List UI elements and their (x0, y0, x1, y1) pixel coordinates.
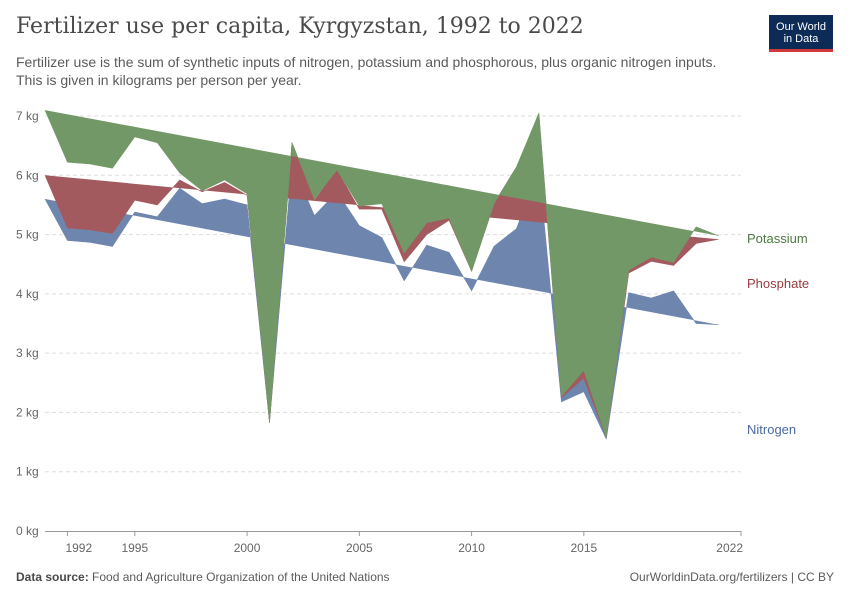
y-tick-label: 4 kg (16, 287, 39, 301)
x-tick-label: 2010 (458, 541, 485, 555)
chart-title: Fertilizer use per capita, Kyrgyzstan, 1… (16, 14, 584, 39)
y-tick-label: 5 kg (16, 228, 39, 242)
chart-subtitle: Fertilizer use is the sum of synthetic i… (16, 54, 717, 88)
y-tick-label: 7 kg (16, 109, 39, 123)
series-area-potassium (44, 109, 719, 438)
x-tick-label: 2000 (234, 541, 261, 555)
y-tick-label: 0 kg (16, 524, 39, 538)
logo-line-2: in Data (783, 33, 819, 45)
data-source-label: Data source: (16, 570, 89, 584)
series-label-phosphate: Phosphate (747, 276, 809, 291)
y-tick-label: 1 kg (16, 465, 39, 479)
owid-logo[interactable]: Our World in Data (769, 15, 833, 52)
y-tick-label: 2 kg (16, 405, 39, 419)
data-source-text: Food and Agriculture Organization of the… (92, 570, 390, 584)
logo-line-1: Our World (776, 21, 826, 33)
y-tick-label: 6 kg (16, 168, 39, 182)
x-tick-label: 2015 (570, 541, 597, 555)
x-tick-label: 1995 (121, 541, 148, 555)
x-tick-label: 1992 (65, 541, 92, 555)
data-source: Data source: Food and Agriculture Organi… (16, 570, 390, 584)
series-label-potassium: Potassium (747, 231, 808, 246)
series-label-nitrogen: Nitrogen (747, 422, 796, 437)
source-url-link[interactable]: OurWorldinData.org/fertilizers | CC BY (629, 570, 834, 584)
x-tick-label: 2005 (346, 541, 373, 555)
x-tick-label: 2022 (716, 541, 743, 555)
y-tick-label: 3 kg (16, 346, 39, 360)
